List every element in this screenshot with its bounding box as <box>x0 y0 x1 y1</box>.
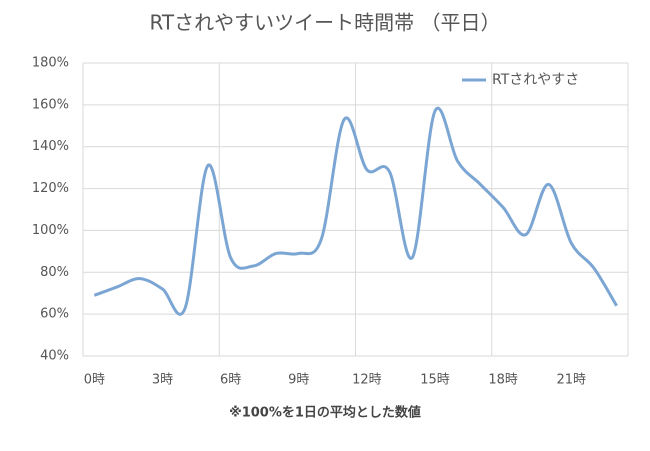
x-tick-label: 0時 <box>84 373 105 388</box>
x-tick-label: 18時 <box>488 373 518 388</box>
y-tick-label: 60% <box>40 307 69 322</box>
y-tick-label: 160% <box>32 97 69 112</box>
y-tick-label: 180% <box>32 56 69 71</box>
line <box>93 106 618 316</box>
y-tick-label: 80% <box>40 265 69 280</box>
x-tick-label: 21時 <box>556 373 586 388</box>
y-tick-label: 100% <box>32 223 69 238</box>
y-tick-label: 120% <box>32 181 69 196</box>
x-tick-label: 15時 <box>420 373 450 388</box>
y-tick-label: 140% <box>32 139 69 154</box>
x-tick-label: 12時 <box>352 373 382 388</box>
note: ※100%を1日の平均とした数値 <box>229 405 421 421</box>
x-tick-label: 9時 <box>288 373 309 388</box>
legend-label: RTされやすさ <box>492 72 579 88</box>
x-tick-label: 3時 <box>152 373 173 388</box>
chart-title: RTされやすいツイート時間帯 （平日） <box>149 11 500 35</box>
x-tick-label: 6時 <box>220 373 241 388</box>
y-tick-label: 40% <box>40 349 69 364</box>
